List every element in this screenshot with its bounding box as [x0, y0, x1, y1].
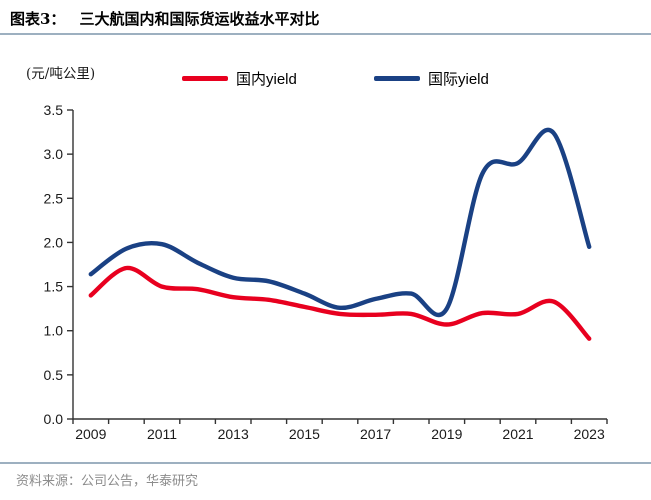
legend-item-domestic: 国内yield	[182, 68, 297, 89]
international-yield-line	[88, 127, 592, 318]
international-line-swatch	[374, 76, 420, 81]
title-divider	[0, 33, 651, 35]
legend-label-international: 国际yield	[428, 71, 489, 88]
figure-number: 图表3：	[10, 10, 66, 28]
legend-label-domestic: 国内yield	[236, 71, 297, 88]
y-tick-label: 3.0	[44, 146, 64, 162]
x-tick-label: 2013	[218, 426, 249, 442]
figure-title-text: 三大航国内和国际货运收益水平对比	[79, 10, 320, 28]
x-tick-label: 2021	[502, 426, 533, 442]
x-tick-label: 2011	[147, 426, 177, 442]
y-tick-label: 3.5	[44, 102, 64, 118]
y-tick-label: 0.5	[44, 367, 64, 383]
y-tick-label: 1.0	[44, 323, 64, 339]
x-tick-label: 2023	[574, 426, 605, 442]
domestic-line-swatch	[182, 76, 228, 81]
y-tick-label: 0.0	[44, 411, 64, 427]
footer-divider	[0, 462, 651, 464]
domestic-yield-line	[88, 265, 592, 341]
source-note: 资料来源：公司公告，华泰研究	[16, 474, 199, 489]
x-tick-label: 2009	[75, 426, 106, 442]
y-tick-label: 2.0	[44, 234, 64, 250]
figure-title: 图表3： 三大航国内和国际货运收益水平对比	[10, 8, 319, 29]
y-tick-label: 2.5	[44, 190, 64, 206]
y-tick-label: 1.5	[44, 279, 64, 295]
legend-item-international: 国际yield	[374, 68, 489, 89]
y-axis-unit-label: (元/吨公里)	[26, 66, 96, 82]
x-tick-label: 2019	[431, 426, 462, 442]
x-tick-label: 2015	[289, 426, 320, 442]
x-tick-label: 2017	[360, 426, 391, 442]
